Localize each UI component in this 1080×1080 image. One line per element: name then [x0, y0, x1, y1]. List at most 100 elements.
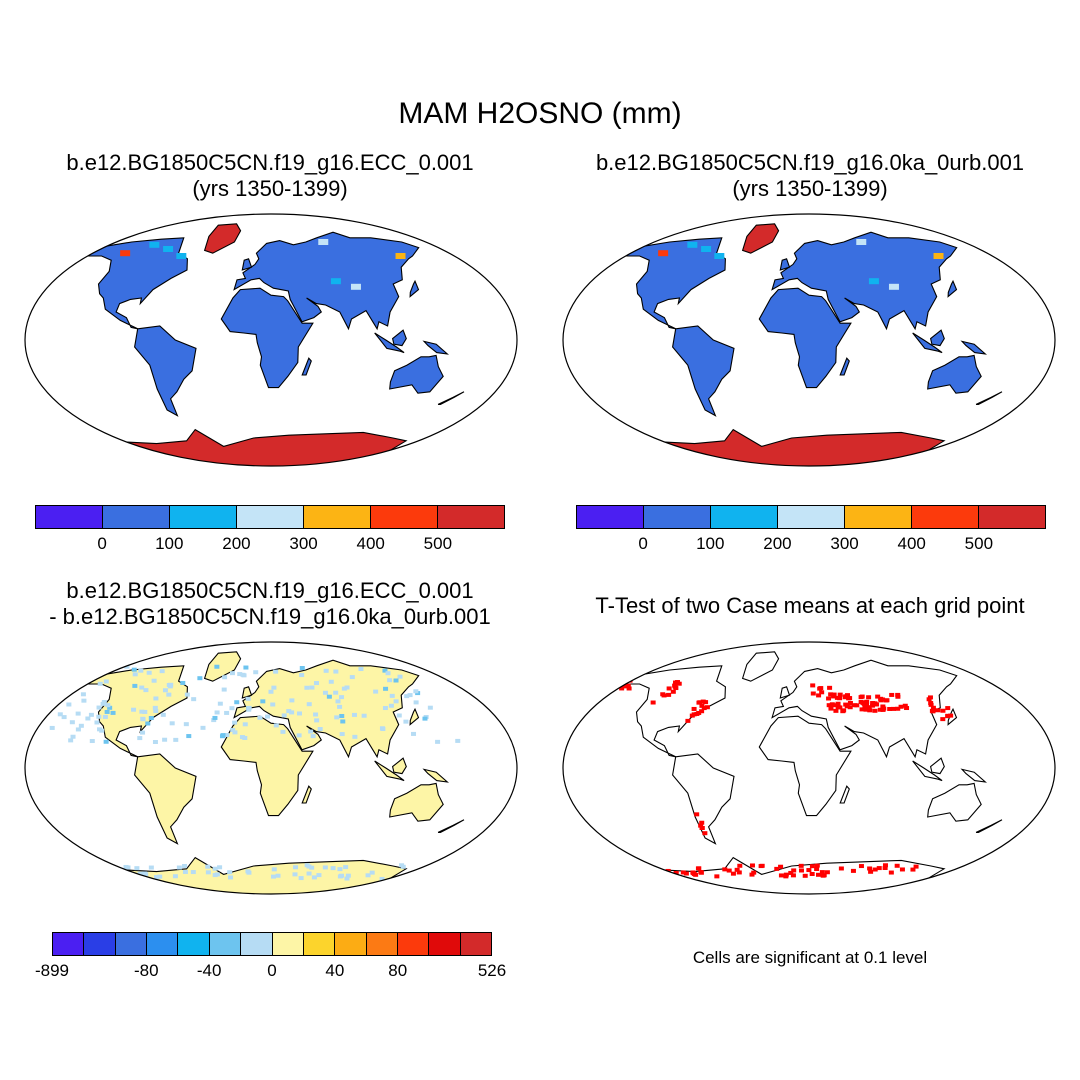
diff-cell — [369, 870, 375, 875]
snow-cell — [120, 250, 131, 257]
snow-cell — [176, 253, 187, 259]
significant-cell — [898, 704, 904, 709]
diff-cell — [311, 875, 317, 880]
colorbar-swatch — [103, 506, 170, 528]
significant-cell — [697, 700, 703, 705]
diff-cell — [137, 871, 143, 876]
diff-cell — [227, 870, 233, 875]
significant-cell — [810, 683, 816, 688]
diff-cell — [140, 730, 146, 735]
diff-cell — [308, 729, 314, 734]
diff-cell — [154, 875, 160, 880]
colorbar-swatch — [303, 933, 336, 955]
diff-cell — [96, 705, 102, 710]
snow-cell — [395, 253, 406, 259]
diff-cell — [85, 716, 91, 721]
panel-title-bottom-left-line2: - b.e12.BG1850C5CN.f19_g16.0ka_0urb.001 — [49, 604, 491, 629]
diff-cell — [382, 706, 388, 711]
continent-uk — [241, 258, 253, 271]
diff-cell — [183, 722, 189, 727]
significant-cell — [778, 873, 784, 878]
continent-southAmerica — [134, 325, 197, 417]
significant-cell — [714, 874, 720, 879]
diff-cell — [75, 711, 81, 716]
colorbar-swatch — [644, 506, 711, 528]
diff-cell — [143, 872, 149, 877]
diff-cell — [97, 681, 103, 686]
diff-cell — [96, 714, 102, 719]
diff-cell — [246, 705, 252, 710]
diff-cell — [427, 705, 433, 710]
diff-cell — [134, 866, 140, 871]
significant-cell — [851, 703, 857, 708]
significant-cell — [810, 691, 816, 696]
diff-cell — [160, 712, 166, 717]
continent-borneo — [929, 757, 945, 775]
diff-cell — [89, 739, 95, 744]
colorbar-tick-label: 500 — [423, 534, 453, 553]
diff-cell — [132, 672, 138, 677]
diff-cell — [313, 712, 319, 717]
diff-cell — [124, 664, 130, 669]
diff-cell — [389, 693, 395, 698]
colorbar-top-right — [576, 505, 1046, 529]
colorbar-swatch — [711, 506, 778, 528]
colorbar-tick-label: 526 — [477, 961, 507, 980]
diff-cell — [281, 713, 287, 718]
diff-cell — [172, 874, 178, 879]
diff-cell — [361, 713, 367, 718]
diff-cell — [245, 696, 251, 701]
colorbar-swatch — [304, 506, 371, 528]
colorbar-swatch — [170, 506, 237, 528]
continent-madagascar — [301, 357, 312, 376]
significant-cell — [895, 706, 901, 711]
significant-cell — [868, 869, 874, 874]
diff-cell — [152, 739, 158, 744]
diff-cell — [286, 709, 292, 714]
significant-cell — [844, 704, 850, 709]
diff-cell — [271, 685, 277, 690]
diff-cell — [388, 703, 394, 708]
continent-newGuinea — [960, 340, 988, 355]
diff-cell — [100, 701, 106, 706]
significant-cell — [940, 717, 946, 722]
diff-cell — [411, 731, 417, 736]
significant-cell — [864, 705, 870, 710]
diff-cell — [146, 670, 152, 675]
continent-indonesia — [374, 760, 405, 782]
diff-cell — [105, 703, 111, 708]
snow-cell — [658, 250, 669, 257]
snow-cell — [330, 278, 341, 285]
significant-cell — [749, 863, 755, 868]
colorbar-tick-label: 400 — [356, 534, 385, 553]
continent-nz — [975, 819, 1003, 833]
colorbar-swatch — [979, 506, 1045, 528]
significant-cell — [683, 871, 689, 876]
diff-cell — [205, 870, 211, 875]
diff-cell — [68, 738, 74, 743]
continent-eurasia — [771, 231, 958, 331]
significant-cell — [887, 706, 893, 711]
significant-cell — [802, 873, 808, 878]
significant-cell — [826, 696, 832, 701]
diff-cell — [180, 680, 186, 685]
colorbar-tick-label: 0 — [638, 534, 648, 553]
significant-cell — [790, 873, 796, 878]
diff-cell — [214, 664, 220, 669]
map-land-layer — [623, 223, 1003, 466]
continent-greenland — [203, 223, 242, 254]
diff-cell — [335, 699, 341, 704]
significant-cell — [834, 695, 840, 700]
continent-eurasia — [233, 231, 420, 331]
significant-cell — [783, 874, 789, 879]
diff-cell — [304, 685, 310, 690]
diff-cell — [162, 688, 168, 693]
diff-cell — [153, 709, 159, 714]
diff-cell — [123, 864, 129, 869]
diff-cell — [166, 692, 172, 697]
diff-cell — [78, 723, 84, 728]
significant-cell — [820, 873, 826, 878]
diff-cell — [309, 685, 315, 690]
colorbar-tick-label: -40 — [196, 961, 222, 980]
significant-cell — [831, 692, 837, 697]
